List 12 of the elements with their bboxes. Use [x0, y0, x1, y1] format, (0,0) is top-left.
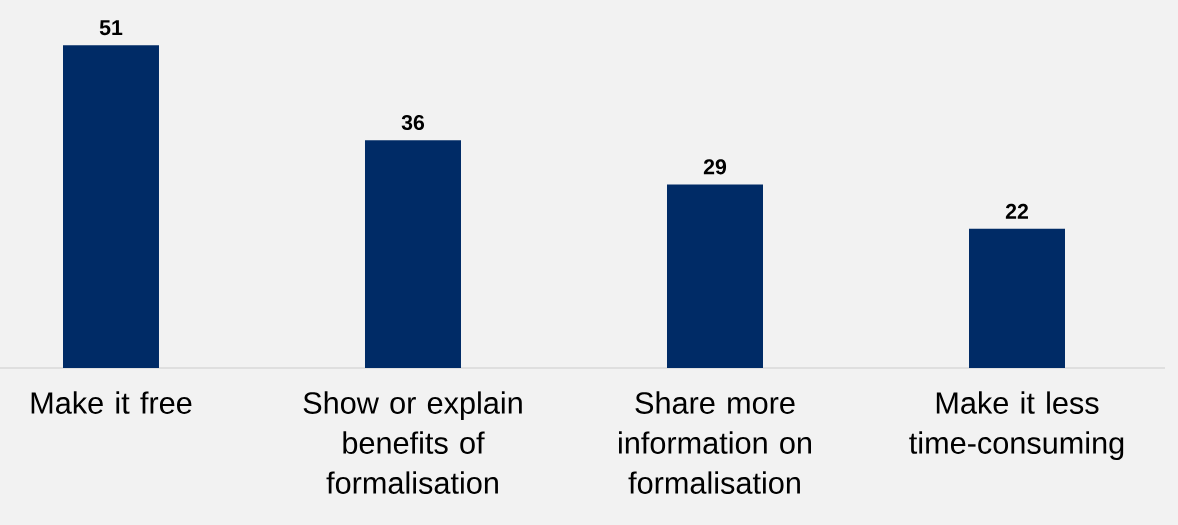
bar	[364, 140, 461, 368]
data-label: 22	[1005, 203, 1028, 219]
x-tick-label: Show or explain benefits of formalisation	[303, 391, 522, 494]
x-tick-label: Make it free	[31, 391, 192, 414]
x-tick-label: Make it less time-consuming	[909, 391, 1124, 460]
bar	[667, 184, 763, 368]
bar	[969, 228, 1065, 368]
data-label: 36	[401, 114, 425, 131]
x-tick-label: Share more information on formalisation	[619, 391, 811, 494]
data-label: 51	[99, 20, 123, 36]
bar	[62, 45, 159, 368]
data-label: 29	[703, 159, 727, 175]
